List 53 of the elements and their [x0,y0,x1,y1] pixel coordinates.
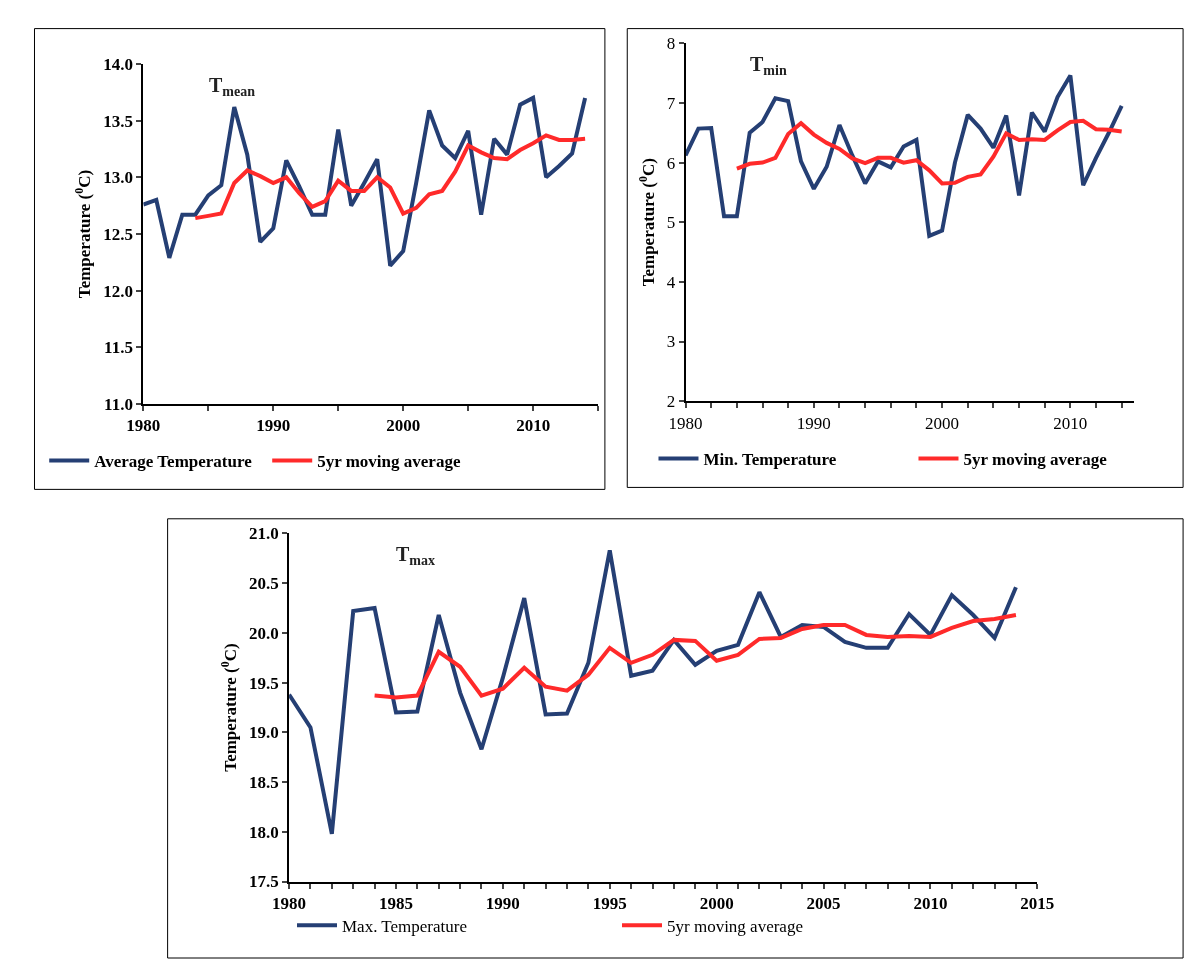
text: T$_{mean}$ [209,74,256,100]
y-tick-label: 19.5 [248,673,279,693]
legend-label: 5yr moving average [317,452,461,472]
x-tick-label: 2010 [913,893,948,913]
y-tick-label: 18.5 [248,773,279,793]
y-tick-label: 12.5 [103,224,133,244]
x-tick-label: 1990 [796,413,831,433]
y-tick-label: 18.0 [248,822,279,842]
y-tick-label: 3 [666,332,676,352]
y-tick-label: 20.0 [248,623,279,643]
y-tick-label: 13.0 [103,168,133,188]
x-tick-label: 1990 [485,893,520,913]
y-tick-label: 12.0 [103,281,133,301]
line-series [685,73,1124,238]
line-series [289,548,1018,836]
y-tick-label: 4 [666,272,676,292]
y-tick-label: 5 [666,213,676,233]
y-tick-label: 11.0 [104,395,133,415]
x-tick-label: 1980 [126,416,161,436]
y-tick-label: 7 [666,93,676,113]
line-series [193,133,588,221]
x-tick-label: 2010 [1053,413,1088,433]
x-tick-label: 2000 [925,413,960,433]
x-tick-label: 1990 [256,416,291,436]
text: T$_{min}$ [750,53,787,79]
y-tick-label: 8 [666,34,676,54]
x-tick-label: 1985 [378,893,413,913]
y-tick-label: 11.5 [104,338,133,358]
line-series [372,613,1018,700]
legend-label: 5yr moving average [963,450,1108,470]
y-tick-label: 14.0 [103,54,133,74]
y-tick-label: 20.5 [248,574,279,594]
x-tick-label: 2000 [386,416,421,436]
y-tick-label: 17.5 [248,872,279,892]
y-tick-label: 2 [666,392,676,412]
x-tick-label: 1980 [668,413,703,433]
y-tick-label: 19.0 [248,723,279,743]
x-tick-label: 2015 [1020,893,1055,913]
x-tick-label: 2010 [516,416,551,436]
legend-label: Min. Temperature [703,450,837,470]
line-series [734,118,1124,186]
y-tick-label: 13.5 [103,111,133,131]
x-tick-label: 2000 [699,893,734,913]
x-tick-label: 1995 [592,893,627,913]
y-tick-label: 21.0 [248,524,279,544]
legend-label: Average Temperature [94,452,253,472]
text: T$_{max}$ [396,543,436,569]
line-series [143,95,588,268]
x-tick-label: 1980 [272,893,307,913]
legend-label: Max. Temperature [342,916,468,936]
legend-label: 5yr moving average [667,916,803,936]
x-tick-label: 2005 [806,893,841,913]
y-tick-label: 6 [666,153,676,173]
